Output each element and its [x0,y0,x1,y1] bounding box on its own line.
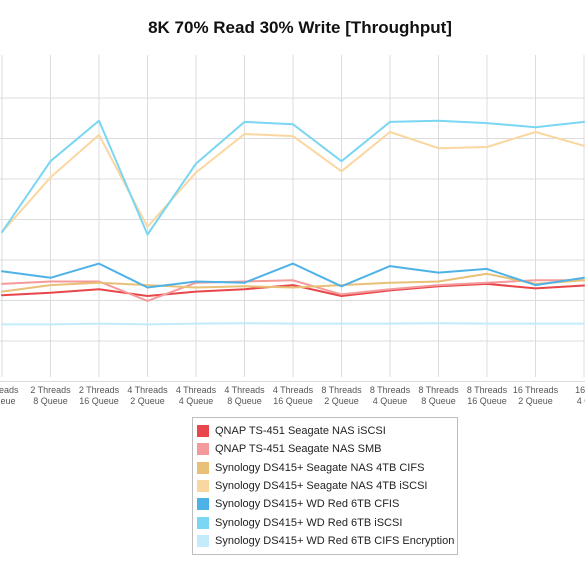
x-tick-label: 4 Threads [224,385,265,395]
x-tick-label: 2 Queue [518,396,553,406]
x-tick-label: 2 Queue [130,396,165,406]
legend-item: Synology DS415+ Seagate NAS 4TB iSCSI [193,477,457,495]
x-tick-label: 16 Queue [467,396,507,406]
x-tick-label: 4 Queue [179,396,214,406]
series-line-2 [1,279,585,302]
legend-swatch [197,498,209,511]
x-tick-label: 8 Threads [370,385,411,395]
x-tick-label: 4 Threads [273,385,314,395]
x-tick-label: 16 Queue [273,396,313,406]
legend-label: Synology DS415+ WD Red 6TB CIFS Encrypti… [215,534,455,547]
legend-swatch [197,425,209,438]
x-tick-label: 8 Threads [467,385,508,395]
x-tick-label: 2 Threads [79,385,120,395]
legend-label: Synology DS415+ Seagate NAS 4TB CIFS [215,461,425,474]
legend-label: QNAP TS-451 Seagate NAS SMB [215,443,382,456]
chart-title: 8K 70% Read 30% Write [Throughput] [148,18,452,37]
legend-swatch [197,516,209,529]
legend-item: Synology DS415+ Seagate NAS 4TB CIFS [193,459,457,477]
x-tick-label: 4 Queue [373,396,408,406]
x-tick-label: 2 Threads [30,385,71,395]
x-tick-label: 4 Q [577,396,585,406]
series-layer [1,119,585,326]
series-line-4 [1,131,585,234]
legend-label: Synology DS415+ Seagate NAS 4TB iSCSI [215,480,428,493]
x-tick-label: 16 Threads [513,385,559,395]
grid-layer [0,55,585,382]
legend-label: QNAP TS-451 Seagate NAS iSCSI [215,425,386,438]
x-tick-label: 4 Threads [176,385,217,395]
x-tick-label: 8 Queue [33,396,68,406]
legend-item: Synology DS415+ WD Red 6TB iSCSI [193,513,457,531]
x-tick-label: 2 Queue [324,396,359,406]
legend-item: QNAP TS-451 Seagate NAS iSCSI [193,422,457,440]
x-tick-label: 8 Threads [418,385,459,395]
legend-swatch [197,443,209,456]
x-tick-label: 8 Queue [421,396,456,406]
series-line-5 [1,262,585,289]
legend-item: Synology DS415+ WD Red 6TB CFIS [193,495,457,513]
legend-item: QNAP TS-451 Seagate NAS SMB [193,440,457,458]
legend-item: Synology DS415+ WD Red 6TB CIFS Encrypti… [193,532,457,550]
series-line-7 [1,322,585,326]
legend-label: Synology DS415+ WD Red 6TB iSCSI [215,516,403,529]
legend-label: Synology DS415+ WD Red 6TB CFIS [215,498,400,511]
legend: QNAP TS-451 Seagate NAS iSCSI QNAP TS-451… [192,417,458,556]
legend-swatch [197,480,209,493]
x-tick-label: 8 Queue [227,396,262,406]
x-tick-label: Threads [0,385,19,395]
x-tick-label: 8 Threads [321,385,362,395]
series-line-3 [1,272,585,293]
legend-swatch [197,534,209,547]
legend-swatch [197,461,209,474]
x-tick-label: Queue [0,396,16,406]
series-line-6 [1,119,585,236]
x-tick-label: 16 T [575,385,585,395]
series-line-1 [1,282,585,297]
x-tick-label: 16 Queue [79,396,119,406]
x-tick-label: 4 Threads [127,385,168,395]
